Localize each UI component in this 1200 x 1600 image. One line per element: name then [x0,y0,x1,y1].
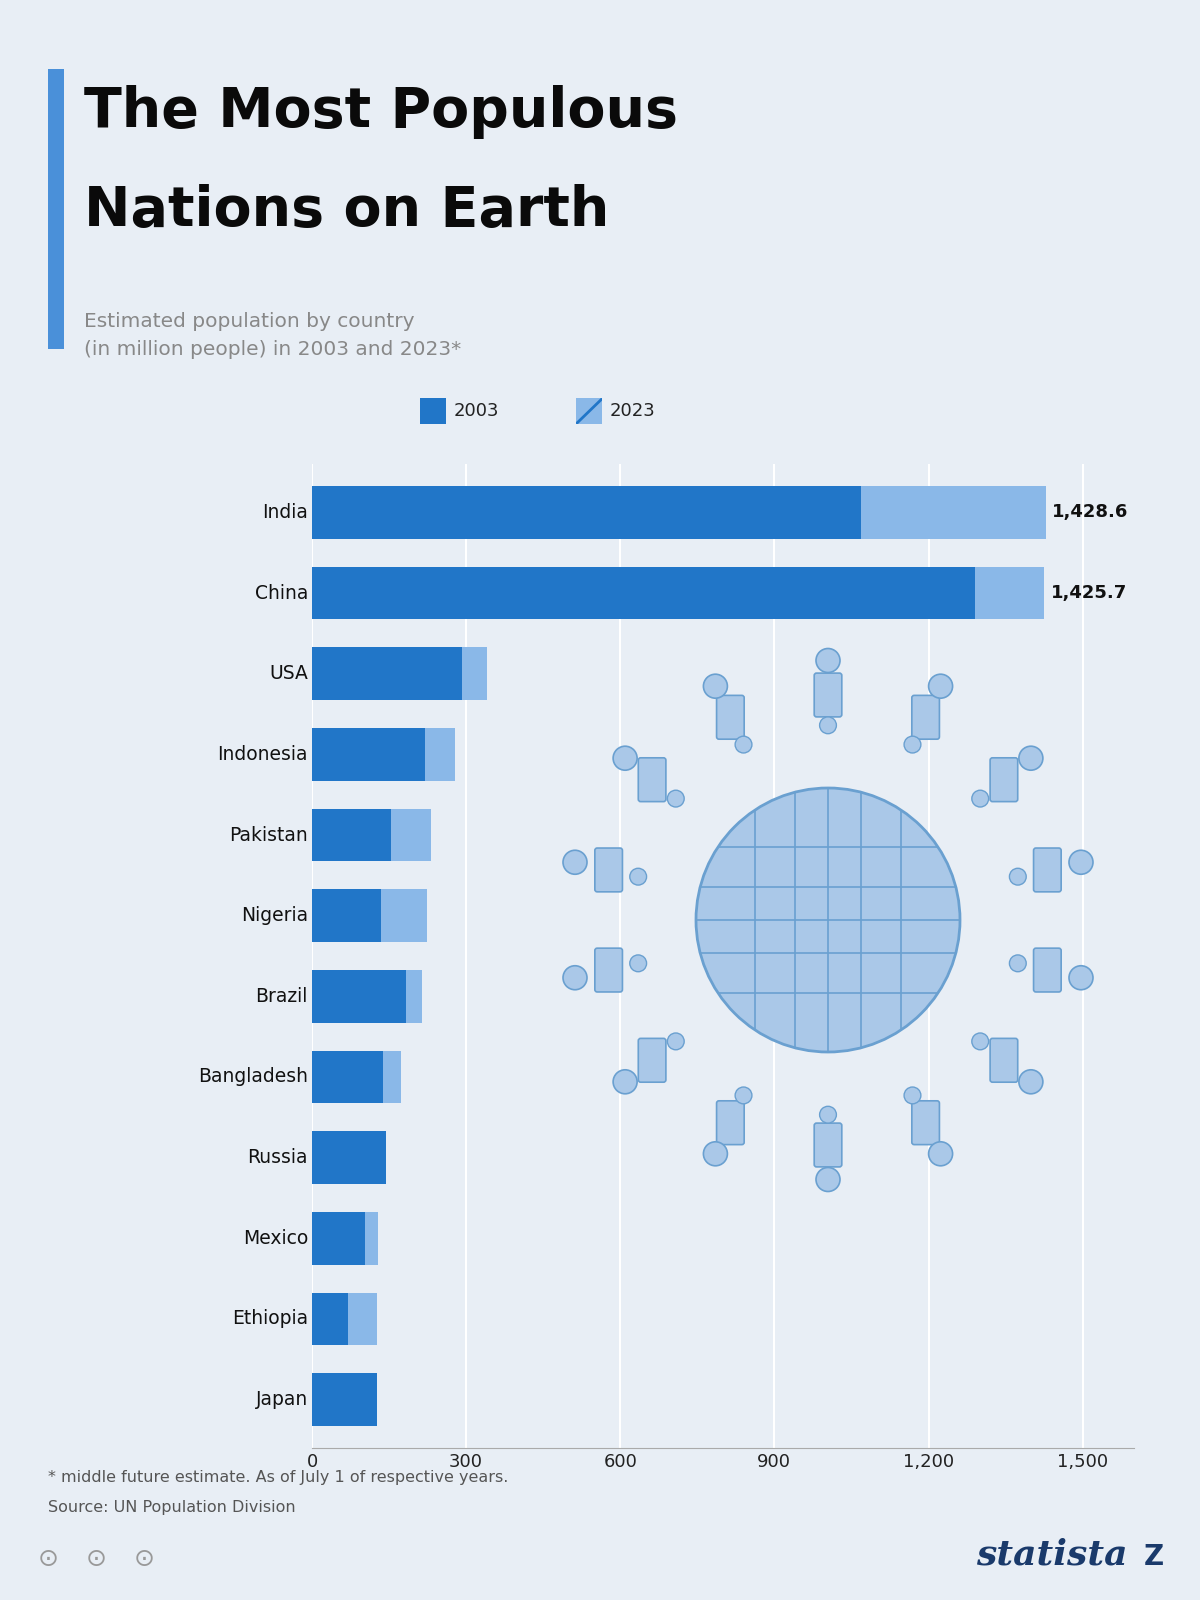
Text: Japan: Japan [256,1390,308,1410]
Circle shape [929,1142,953,1166]
Text: China: China [254,584,308,603]
Text: 1,425.7: 1,425.7 [1051,584,1127,602]
Bar [312,728,425,781]
Circle shape [696,787,960,1053]
Text: The Most Populous: The Most Populous [84,85,678,139]
Circle shape [613,1070,637,1094]
Circle shape [563,850,587,874]
FancyBboxPatch shape [595,949,623,992]
Circle shape [929,674,953,698]
Circle shape [1069,966,1093,990]
Text: ⊙: ⊙ [133,1547,155,1571]
Bar [312,970,406,1022]
Bar [312,1213,378,1264]
FancyBboxPatch shape [912,1101,940,1144]
Text: Mexico: Mexico [242,1229,308,1248]
Circle shape [1009,869,1026,885]
Bar [312,648,462,699]
Bar [312,810,431,861]
Circle shape [563,966,587,990]
Circle shape [972,1034,989,1050]
Circle shape [816,648,840,672]
Circle shape [1009,955,1026,971]
Circle shape [736,736,752,754]
Circle shape [1069,850,1093,874]
Bar [312,728,455,781]
Circle shape [703,1142,727,1166]
Bar [312,1051,401,1102]
Text: Source: UN Population Division: Source: UN Population Division [48,1501,295,1515]
Bar [312,1131,386,1184]
Text: ⊙: ⊙ [85,1547,107,1571]
Bar [312,810,391,861]
Bar [312,1293,348,1346]
Bar [312,1373,376,1426]
Text: ⊙: ⊙ [37,1547,59,1571]
Text: Bangladesh: Bangladesh [198,1067,308,1086]
Circle shape [904,1086,920,1104]
Circle shape [904,736,920,754]
Text: 1,428.6: 1,428.6 [1052,504,1128,522]
Circle shape [667,1034,684,1050]
Text: Ethiopia: Ethiopia [232,1309,308,1328]
Bar [312,566,974,619]
Bar [312,648,487,699]
Circle shape [972,790,989,806]
Text: Russia: Russia [247,1149,308,1166]
Bar [312,970,422,1022]
Text: statista: statista [977,1538,1128,1571]
FancyBboxPatch shape [990,758,1018,802]
Bar [312,890,380,942]
Text: Z: Z [1144,1542,1164,1571]
Bar [312,566,1044,619]
Text: India: India [262,502,308,522]
Text: * middle future estimate. As of July 1 of respective years.: * middle future estimate. As of July 1 o… [48,1470,509,1485]
Bar [312,1131,386,1184]
Text: 2023: 2023 [610,402,655,421]
Text: 2003: 2003 [454,402,499,421]
FancyBboxPatch shape [912,696,940,739]
Circle shape [703,674,727,698]
Bar [312,890,426,942]
FancyBboxPatch shape [638,1038,666,1082]
Text: Nations on Earth: Nations on Earth [84,184,610,238]
Circle shape [613,746,637,770]
FancyBboxPatch shape [1033,848,1061,891]
Text: Indonesia: Indonesia [217,746,308,763]
FancyBboxPatch shape [595,848,623,891]
Text: Estimated population by country
(in million people) in 2003 and 2023*: Estimated population by country (in mill… [84,312,461,358]
Text: Pakistan: Pakistan [229,826,308,845]
Bar [312,1213,366,1264]
FancyBboxPatch shape [814,1123,842,1166]
Circle shape [667,790,684,806]
Text: USA: USA [269,664,308,683]
Bar [312,1051,383,1102]
Bar [312,1373,377,1426]
Bar [312,1293,377,1346]
Text: Nigeria: Nigeria [241,906,308,925]
FancyBboxPatch shape [716,1101,744,1144]
FancyBboxPatch shape [716,696,744,739]
Circle shape [820,717,836,734]
Circle shape [1019,746,1043,770]
Bar [312,486,860,539]
FancyBboxPatch shape [815,674,842,717]
Circle shape [630,869,647,885]
FancyBboxPatch shape [990,1038,1018,1082]
FancyBboxPatch shape [1033,949,1061,992]
Circle shape [630,955,647,971]
Text: Brazil: Brazil [256,987,308,1006]
Circle shape [736,1086,752,1104]
FancyBboxPatch shape [638,758,666,802]
Circle shape [820,1106,836,1123]
Circle shape [1019,1070,1043,1094]
Circle shape [816,1168,840,1192]
Bar [312,486,1046,539]
